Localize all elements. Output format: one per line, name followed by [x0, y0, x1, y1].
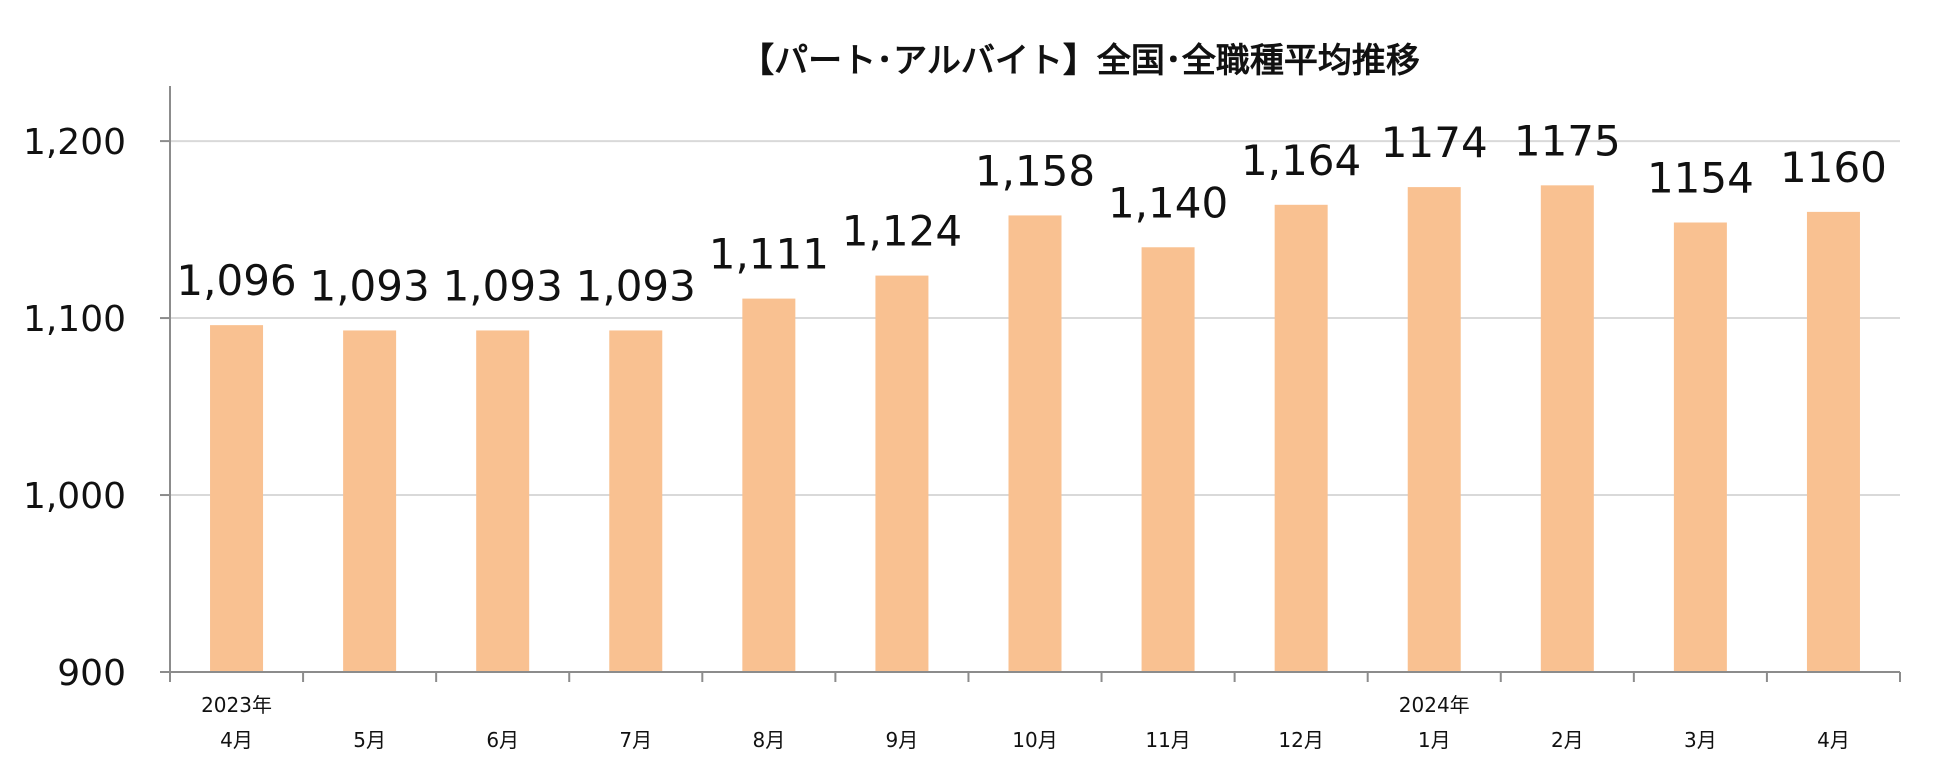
data-label: 1174 [1381, 118, 1488, 167]
year-label: 2023年 [201, 693, 272, 717]
data-label: 1154 [1647, 153, 1754, 202]
year-label: 2024年 [1399, 693, 1470, 717]
y-tick-label: 1,000 [23, 476, 126, 517]
bar [875, 275, 929, 672]
bar [210, 325, 264, 672]
data-label: 1,164 [1241, 136, 1361, 185]
axes [160, 86, 1901, 682]
x-tick-label: 1月 [1418, 728, 1451, 752]
data-label: 1,096 [176, 256, 296, 305]
x-tick-label: 12月 [1278, 728, 1323, 752]
x-tick-label: 11月 [1145, 728, 1190, 752]
x-tick-label: 4月 [1817, 728, 1850, 752]
x-tick-label: 2月 [1551, 728, 1584, 752]
bar [1540, 185, 1594, 673]
data-label: 1,124 [842, 207, 962, 256]
bar [742, 298, 796, 672]
bar [1407, 187, 1461, 672]
bar [1274, 204, 1328, 673]
data-label: 1,140 [1108, 178, 1228, 227]
chart-title: 【パート･アルバイト】全国･全職種平均推移 [740, 41, 1420, 81]
y-tick-label: 900 [57, 653, 126, 694]
x-tick-label: 10月 [1012, 728, 1057, 752]
bar [343, 330, 397, 672]
data-label: 1,111 [709, 230, 829, 279]
bar [476, 330, 530, 672]
data-label: 1160 [1780, 143, 1887, 192]
data-labels: 1,096 1,093 1,093 1,093 1,111 1,124 1,158 1,140… [176, 116, 1886, 310]
bar [1673, 222, 1727, 673]
bar [1008, 215, 1062, 672]
y-tick-label: 1,200 [23, 122, 126, 163]
data-label: 1,158 [975, 146, 1095, 195]
x-tick-label: 8月 [752, 728, 785, 752]
data-label: 1,093 [443, 261, 563, 310]
x-axis-tick-labels: 4月 2023年 5月 6月 7月 8月 9月 10月 11月 12月 1月 2024年 2月 3月 4月 [201, 693, 1850, 752]
x-tick-label: 7月 [619, 728, 652, 752]
bars [210, 185, 1860, 673]
y-axis-tick-labels: 900 1,000 1,100 1,200 [23, 122, 126, 694]
x-tick-label: 9月 [886, 728, 919, 752]
x-tick-label: 4月 [220, 728, 253, 752]
data-label: 1,093 [309, 261, 429, 310]
bar [1806, 211, 1860, 672]
data-label: 1,093 [576, 261, 696, 310]
y-tick-label: 1,100 [23, 299, 126, 340]
x-tick-label: 6月 [486, 728, 519, 752]
data-label: 1175 [1514, 116, 1621, 165]
bar [1141, 247, 1195, 673]
x-tick-label: 3月 [1684, 728, 1717, 752]
bar [609, 330, 663, 672]
x-tick-label: 5月 [353, 728, 386, 752]
